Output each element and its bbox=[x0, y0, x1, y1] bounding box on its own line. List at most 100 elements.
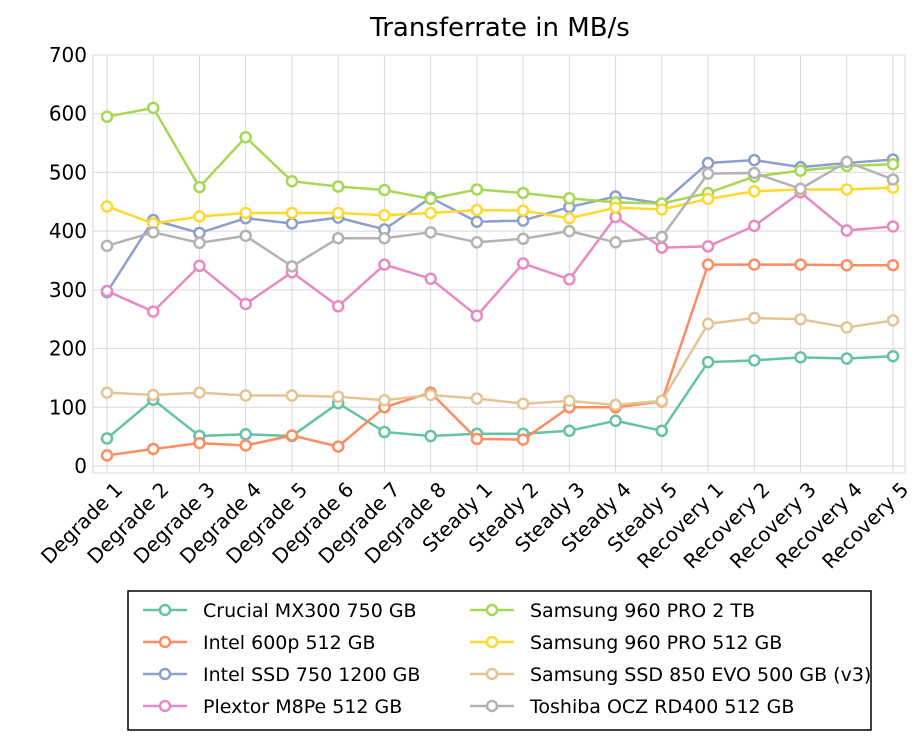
data-point bbox=[193, 180, 206, 194]
data-point bbox=[331, 231, 345, 245]
data-point bbox=[748, 311, 761, 325]
data-point bbox=[239, 428, 252, 441]
series-line bbox=[106, 354, 894, 440]
data-point bbox=[794, 258, 807, 271]
y-tick-label: 500 bbox=[49, 160, 87, 184]
data-point bbox=[193, 386, 206, 399]
data-point bbox=[239, 229, 252, 243]
legend-marker bbox=[158, 635, 172, 649]
data-point bbox=[840, 352, 854, 365]
data-point bbox=[886, 258, 900, 272]
data-point bbox=[840, 258, 854, 272]
data-point bbox=[193, 226, 206, 240]
data-point bbox=[100, 200, 114, 213]
data-point bbox=[100, 449, 114, 462]
data-point bbox=[331, 440, 345, 453]
series-3 bbox=[100, 186, 900, 322]
legend-label: Toshiba OCZ RD400 512 GB bbox=[529, 696, 794, 718]
legend: Crucial MX300 750 GB Intel 600p 512 GB Int… bbox=[127, 590, 872, 731]
data-point bbox=[239, 389, 252, 402]
data-point bbox=[794, 351, 807, 364]
data-point bbox=[378, 393, 391, 407]
legend-marker bbox=[158, 667, 172, 681]
data-point bbox=[701, 156, 715, 170]
data-point bbox=[285, 389, 299, 402]
legend-marker bbox=[158, 699, 172, 713]
data-point bbox=[794, 312, 807, 326]
data-point bbox=[146, 388, 160, 402]
data-point bbox=[563, 192, 576, 205]
data-point bbox=[794, 164, 807, 177]
data-point bbox=[609, 236, 622, 249]
data-point bbox=[794, 182, 807, 196]
data-point bbox=[840, 224, 854, 237]
data-point bbox=[470, 183, 484, 196]
data-point bbox=[470, 432, 484, 446]
data-point bbox=[100, 239, 114, 253]
data-point bbox=[331, 300, 345, 313]
data-point bbox=[285, 174, 299, 188]
data-point bbox=[655, 424, 669, 438]
chart-title: Transferrate in MB/s bbox=[369, 13, 630, 43]
data-point bbox=[563, 211, 576, 225]
data-point bbox=[701, 258, 715, 271]
data-point bbox=[516, 186, 530, 200]
data-point bbox=[609, 414, 622, 428]
data-point bbox=[516, 214, 530, 227]
series-6 bbox=[100, 311, 900, 412]
data-point bbox=[193, 236, 206, 250]
y-tick-label: 400 bbox=[49, 219, 87, 243]
legend-marker bbox=[485, 699, 499, 713]
data-point bbox=[146, 226, 160, 239]
data-point bbox=[146, 305, 160, 318]
data-point bbox=[285, 260, 299, 273]
data-point bbox=[701, 167, 715, 180]
data-point bbox=[563, 424, 576, 438]
data-point bbox=[146, 442, 160, 456]
y-tick-label: 700 bbox=[49, 43, 87, 67]
data-point bbox=[563, 224, 576, 238]
legend-marker bbox=[485, 667, 499, 681]
data-point bbox=[840, 321, 854, 334]
series-lines bbox=[100, 101, 900, 462]
data-point bbox=[748, 184, 761, 198]
data-point bbox=[840, 155, 854, 169]
data-point bbox=[563, 394, 576, 408]
legend-label: Intel SSD 750 1200 GB bbox=[203, 664, 420, 686]
legend-label: Samsung 960 PRO 512 GB bbox=[530, 632, 782, 654]
series-1 bbox=[100, 258, 900, 462]
data-point bbox=[516, 257, 530, 270]
data-point bbox=[100, 386, 114, 399]
data-point bbox=[100, 110, 114, 123]
series-line bbox=[105, 158, 894, 293]
data-point bbox=[146, 101, 160, 115]
data-point bbox=[886, 349, 900, 363]
legend-label: Intel 600p 512 GB bbox=[203, 632, 376, 654]
data-point bbox=[378, 209, 391, 222]
data-point bbox=[100, 284, 114, 298]
series-0 bbox=[100, 349, 900, 445]
data-point bbox=[886, 157, 900, 171]
data-point bbox=[701, 317, 715, 331]
series-line bbox=[106, 263, 893, 457]
data-point bbox=[563, 273, 576, 286]
legend-label: Samsung SSD 850 EVO 500 GB (v3) bbox=[530, 664, 871, 686]
data-point bbox=[239, 130, 252, 144]
data-point bbox=[470, 236, 484, 249]
data-point bbox=[886, 173, 900, 186]
legend-marker bbox=[158, 603, 172, 617]
data-point bbox=[193, 210, 206, 223]
data-point bbox=[424, 226, 437, 239]
series-7 bbox=[100, 155, 900, 273]
data-point bbox=[470, 215, 484, 228]
y-tick-label: 100 bbox=[49, 395, 87, 419]
data-point bbox=[285, 429, 299, 442]
legend-label: Plextor M8Pe 512 GB bbox=[203, 696, 402, 718]
series-line bbox=[106, 186, 894, 225]
data-point bbox=[424, 206, 437, 220]
series-line bbox=[106, 160, 894, 268]
data-point bbox=[193, 259, 206, 273]
series-line bbox=[106, 316, 894, 407]
